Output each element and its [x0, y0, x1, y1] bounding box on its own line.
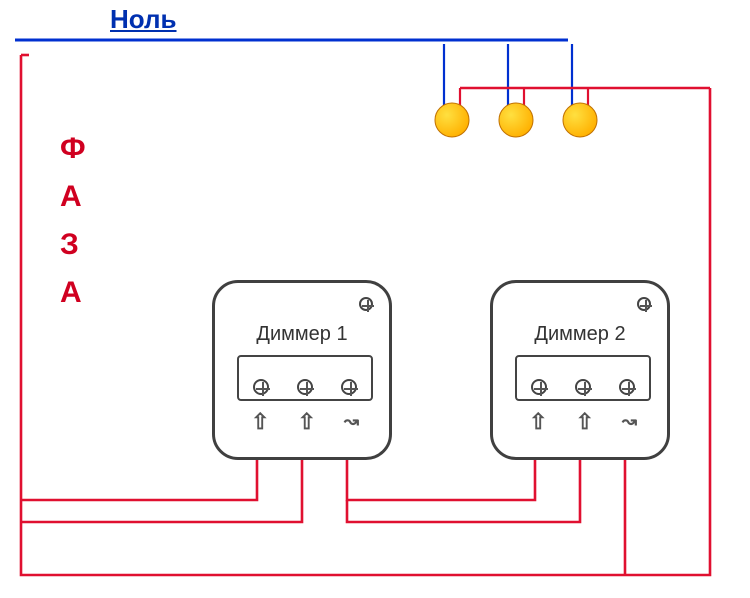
dimmer1-terminal-block	[237, 355, 373, 401]
dimmer2-fixing-screw-icon	[637, 297, 651, 311]
phase-label: ФАЗА	[60, 125, 88, 317]
dimmer1-legend: ⇧ ⇧ ↝	[237, 409, 373, 435]
dimmer1-fixing-screw-icon	[359, 297, 373, 311]
dimmer1-terminal-1	[253, 379, 269, 395]
arrow-up-icon: ⇧	[575, 409, 593, 435]
dimmer2-terminal-1	[531, 379, 547, 395]
dimmer2-terminal-block	[515, 355, 651, 401]
dimmer1-terminal-3	[341, 379, 357, 395]
arrow-up-icon: ⇧	[251, 409, 269, 435]
dimmer2-legend: ⇧ ⇧ ↝	[515, 409, 651, 435]
dimmer2-terminal-3	[619, 379, 635, 395]
dimmer-adjust-icon: ↝	[622, 411, 637, 437]
dimmer2-title: Диммер 2	[493, 323, 667, 346]
dimmer1-title: Диммер 1	[215, 323, 389, 346]
dimmer1-terminal-2	[297, 379, 313, 395]
dimmer-adjust-icon: ↝	[344, 411, 359, 437]
arrow-up-icon: ⇧	[297, 409, 315, 435]
dimmer-1: Диммер 1 ⇧ ⇧ ↝	[212, 280, 392, 460]
dimmer-2: Диммер 2 ⇧ ⇧ ↝	[490, 280, 670, 460]
neutral-label: Ноль	[110, 4, 177, 35]
arrow-up-icon: ⇧	[529, 409, 547, 435]
dimmer2-terminal-2	[575, 379, 591, 395]
